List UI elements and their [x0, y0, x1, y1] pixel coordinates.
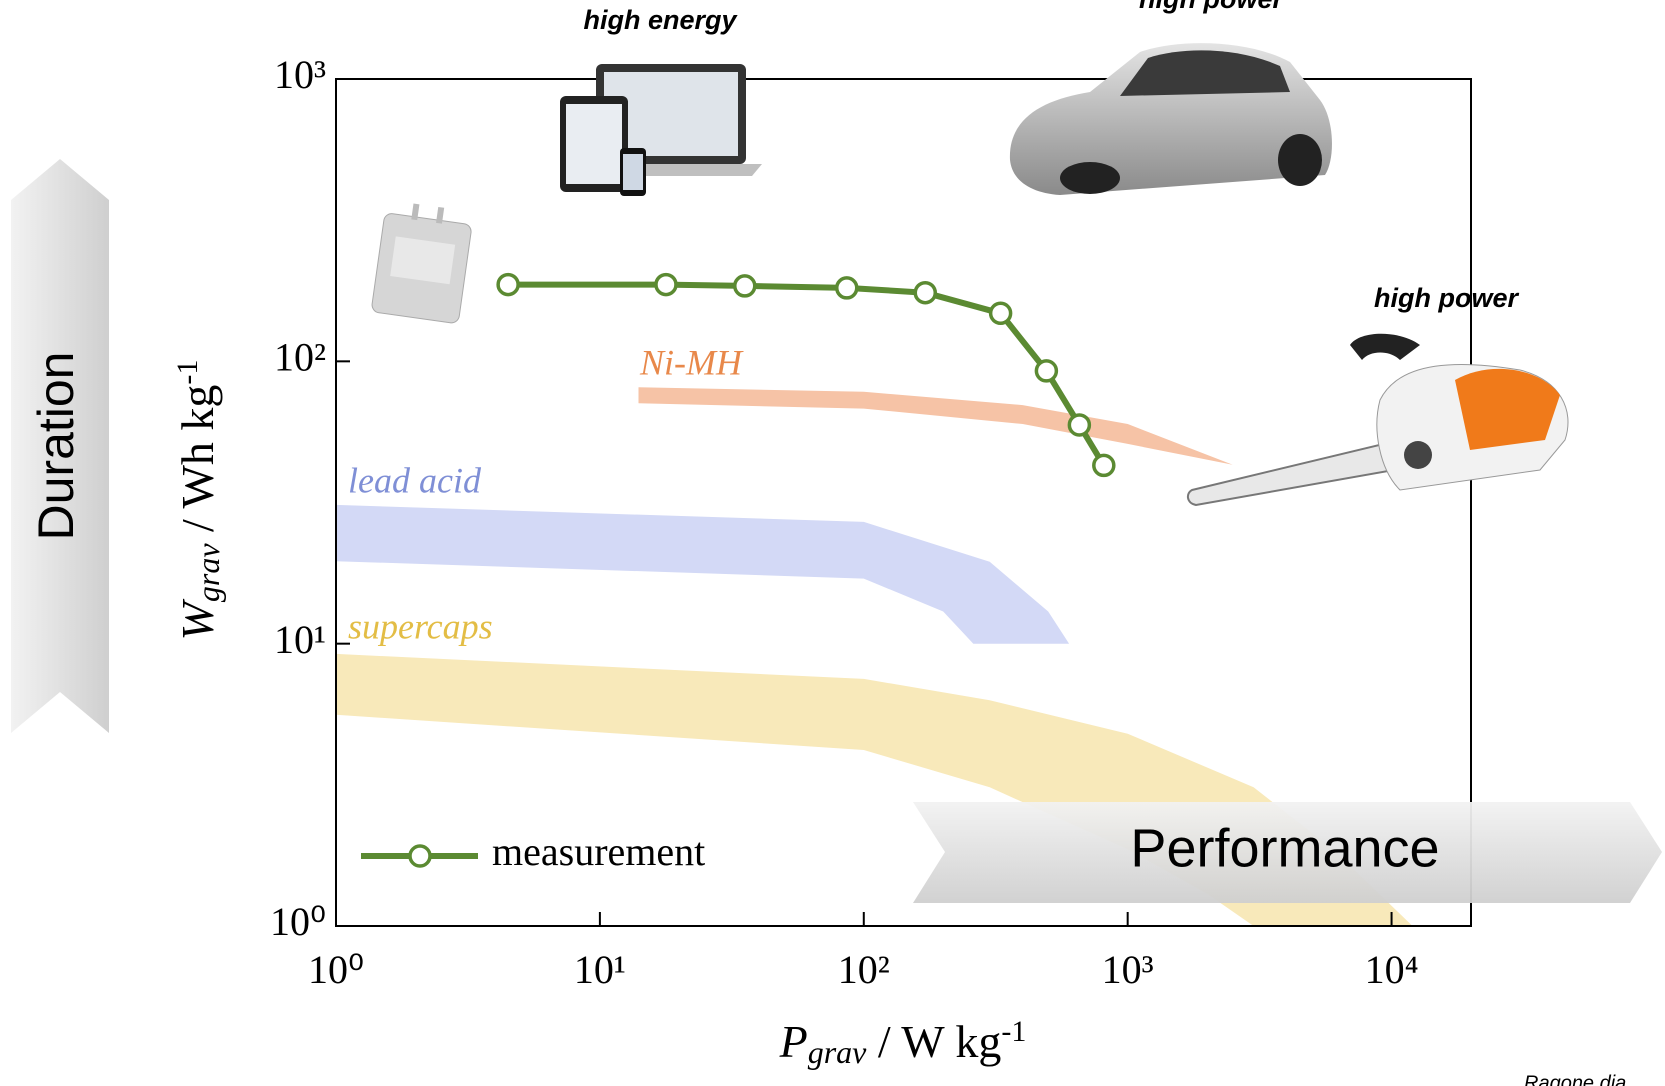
- legend-label: measurement: [492, 829, 705, 874]
- page: 10⁰10¹10²10³10⁴10⁰10¹10²10³Pgrav / W kg-…: [0, 0, 1665, 1086]
- marker: [656, 275, 676, 295]
- xlabel-exponent: -1: [1001, 1015, 1026, 1048]
- region-label: lead acid: [348, 460, 482, 500]
- region-area: [639, 387, 1233, 465]
- marker: [735, 276, 755, 296]
- xlabel-unit: / W kg: [866, 1016, 1001, 1067]
- x-tick-label: 10³: [1102, 947, 1154, 992]
- y-tick-label: 10¹: [274, 617, 326, 662]
- ylabel-exponent: -1: [171, 360, 204, 385]
- region-label: supercaps: [348, 606, 493, 646]
- marker: [991, 303, 1011, 323]
- xlabel-symbol: P: [779, 1016, 808, 1067]
- marker: [1094, 455, 1114, 475]
- ylabel-symbol: W: [172, 598, 223, 640]
- footer: Ragone dia: [1524, 1072, 1626, 1086]
- devices-image: [560, 64, 762, 196]
- y-tick-label: 10⁰: [270, 899, 326, 944]
- duration-label: Duration: [28, 352, 84, 541]
- ylabel-unit: / Wh kg: [172, 385, 223, 544]
- marker: [837, 278, 857, 298]
- series-line: [508, 285, 1104, 466]
- x-tick-label: 10⁴: [1365, 947, 1419, 992]
- car-image: [1010, 43, 1332, 195]
- high-power-label: high power: [1374, 283, 1519, 313]
- chainsaw-image: [1188, 334, 1568, 505]
- marker: [1069, 415, 1089, 435]
- marker: [1036, 361, 1056, 381]
- ylabel-subscript: grav: [190, 543, 226, 602]
- marker: [915, 283, 935, 303]
- battery-image: [371, 200, 474, 324]
- xlabel-title: Pgrav / W kg-1: [779, 1015, 1027, 1070]
- ylabel-title: Wgrav / Wh kg-1: [171, 360, 226, 641]
- x-tick-label: 10⁰: [308, 947, 364, 992]
- legend-marker: [410, 846, 430, 866]
- performance-label: Performance: [1130, 818, 1439, 878]
- plot-frame: [336, 79, 1471, 926]
- high-energy-label: high energy: [583, 5, 738, 35]
- x-tick-label: 10¹: [574, 947, 626, 992]
- high-power-top-label: high power: [1139, 0, 1284, 14]
- y-tick-label: 10³: [274, 52, 326, 97]
- region-label: Ni-MH: [639, 342, 744, 382]
- marker: [498, 275, 518, 295]
- x-tick-label: 10²: [838, 947, 890, 992]
- y-tick-label: 10²: [274, 335, 326, 380]
- xlabel-subscript: grav: [808, 1034, 867, 1070]
